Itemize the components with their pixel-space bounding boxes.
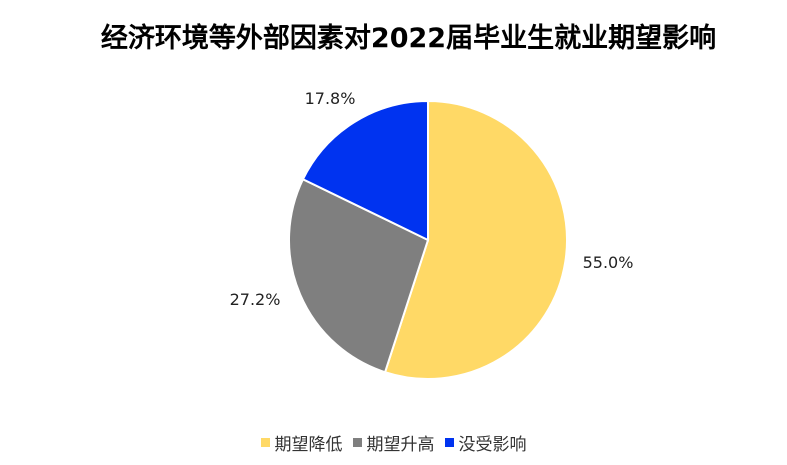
pie-slice — [301, 99, 429, 242]
pie-slice — [288, 177, 430, 374]
legend-item: 期望降低 — [260, 430, 343, 455]
legend-label: 期望降低 — [274, 435, 343, 455]
legend-item: 期望升高 — [352, 430, 435, 455]
legend-swatch — [352, 438, 362, 447]
data-label: 17.8% — [305, 89, 356, 108]
legend-swatch — [444, 438, 454, 447]
legend-label: 期望升高 — [366, 435, 435, 455]
legend-swatch — [260, 438, 270, 447]
data-label: 27.2% — [230, 290, 281, 309]
legend-label: 没受影响 — [458, 435, 527, 455]
data-label: 55.0% — [583, 253, 634, 272]
pie-slice — [383, 99, 568, 380]
legend-item: 没受影响 — [444, 430, 527, 455]
legend: 期望降低 期望升高 没受影响 — [0, 430, 787, 455]
chart-title: 经济环境等外部因素对2022届毕业生就业期望影响 — [100, 23, 717, 54]
